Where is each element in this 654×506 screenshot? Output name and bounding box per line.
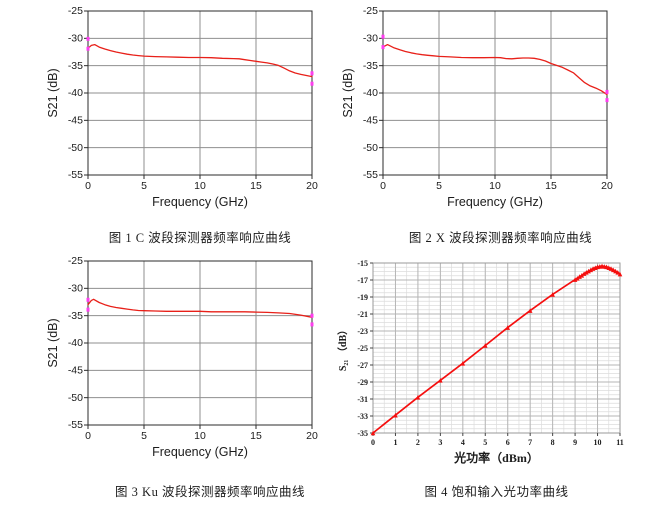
svg-text:5: 5: [141, 180, 147, 192]
svg-text:15: 15: [545, 180, 557, 192]
svg-text:9: 9: [573, 438, 577, 447]
svg-text:15: 15: [250, 430, 262, 442]
svg-text:-40: -40: [68, 337, 83, 349]
svg-text:S21 (dB): S21 (dB): [46, 318, 60, 367]
figure4-caption: 图 4 饱和输入光功率曲线: [424, 485, 569, 499]
svg-text:10: 10: [594, 438, 602, 447]
svg-text:-55: -55: [68, 419, 83, 431]
svg-text:-23: -23: [357, 327, 368, 336]
svg-text:11: 11: [616, 438, 624, 447]
svg-text:Frequency (GHz): Frequency (GHz): [152, 195, 248, 209]
svg-text:S21 (dB): S21 (dB): [46, 68, 60, 117]
svg-text:-45: -45: [363, 115, 378, 127]
svg-text:光功率（dBm）: 光功率（dBm）: [453, 450, 539, 465]
svg-text:-31: -31: [357, 395, 368, 404]
svg-text:-17: -17: [357, 276, 368, 285]
svg-text:Frequency (GHz): Frequency (GHz): [152, 445, 248, 459]
svg-text:-15: -15: [357, 259, 368, 268]
svg-text:1: 1: [393, 438, 397, 447]
svg-text:10: 10: [489, 180, 501, 192]
svg-text:-50: -50: [68, 392, 83, 404]
svg-text:20: 20: [306, 430, 318, 442]
svg-text:-29: -29: [357, 378, 368, 387]
svg-text:-55: -55: [363, 169, 378, 181]
chart-figure3-ku-band-frequency-response: 0 5 10 15 20 -25 -30 -35 -40 -45 -50 -55 Frequency (…: [46, 255, 318, 459]
svg-text:Frequency (GHz): Frequency (GHz): [447, 195, 543, 209]
svg-text:-30: -30: [68, 283, 83, 295]
svg-text:-50: -50: [363, 142, 378, 154]
svg-text:3: 3: [438, 438, 442, 447]
svg-text:-25: -25: [363, 5, 378, 17]
chart-figure1-c-band-frequency-response: 0 5 10 15 20 -25 -30 -35 -40 -45 -50 -55 Frequency (…: [46, 5, 318, 209]
svg-text:-50: -50: [68, 142, 83, 154]
svg-text:-45: -45: [68, 115, 83, 127]
figure3-caption: 图 3 Ku 波段探测器频率响应曲线: [115, 485, 305, 499]
svg-text:8: 8: [551, 438, 555, 447]
svg-text:-25: -25: [68, 255, 83, 267]
svg-text:2: 2: [416, 438, 420, 447]
svg-text:10: 10: [194, 180, 206, 192]
svg-text:20: 20: [306, 180, 318, 192]
svg-text:-40: -40: [68, 87, 83, 99]
svg-text:5: 5: [141, 430, 147, 442]
svg-text:-19: -19: [357, 293, 368, 302]
svg-text:-35: -35: [68, 60, 83, 72]
svg-text:-55: -55: [68, 169, 83, 181]
figure1-caption: 图 1 C 波段探测器频率响应曲线: [108, 231, 292, 245]
svg-text:-21: -21: [357, 310, 368, 319]
svg-text:5: 5: [483, 438, 487, 447]
svg-text:15: 15: [250, 180, 262, 192]
svg-text:-33: -33: [357, 412, 368, 421]
svg-text:0: 0: [380, 180, 386, 192]
svg-text:S₂₁ （dB）: S₂₁ （dB）: [336, 325, 349, 371]
svg-text:S21 (dB): S21 (dB): [341, 68, 355, 117]
svg-text:-30: -30: [68, 33, 83, 45]
chart-figure2-x-band-frequency-response: 0 5 10 15 20 -25 -30 -35 -40 -45 -50 -55 Frequency (…: [341, 5, 613, 209]
svg-text:-35: -35: [68, 310, 83, 322]
svg-text:-25: -25: [357, 344, 368, 353]
svg-text:-30: -30: [363, 33, 378, 45]
svg-text:-27: -27: [357, 361, 368, 370]
svg-text:-40: -40: [363, 87, 378, 99]
svg-text:6: 6: [506, 438, 510, 447]
svg-text:-35: -35: [363, 60, 378, 72]
svg-text:10: 10: [194, 430, 206, 442]
svg-text:5: 5: [436, 180, 442, 192]
figure2-caption: 图 2 X 波段探测器频率响应曲线: [408, 231, 593, 245]
svg-text:0: 0: [85, 430, 91, 442]
svg-text:0: 0: [371, 438, 375, 447]
svg-text:-25: -25: [68, 5, 83, 17]
svg-text:20: 20: [601, 180, 613, 192]
svg-text:-35: -35: [357, 429, 368, 438]
chart-figure4-saturation-input-optical-power: 0 1 2 3 4 5 6 7 8 9 10 11 -15 -17 -19 -21 -23 -25 -27 -29 -3…: [336, 259, 624, 465]
svg-text:-45: -45: [68, 365, 83, 377]
svg-text:4: 4: [461, 438, 465, 447]
svg-text:7: 7: [528, 438, 532, 447]
svg-text:0: 0: [85, 180, 91, 192]
